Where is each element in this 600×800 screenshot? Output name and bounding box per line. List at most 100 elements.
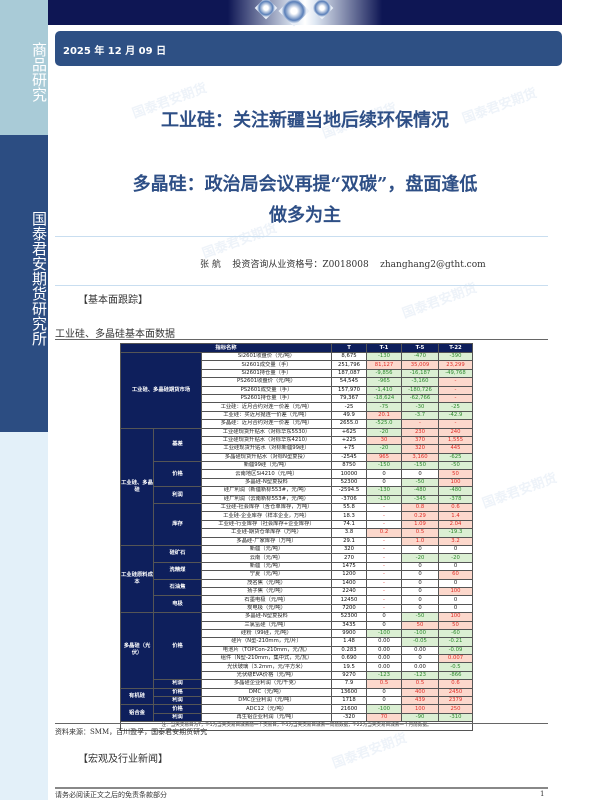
change-t22: -0.21 — [438, 637, 473, 647]
sidebar-bottom-band — [0, 432, 48, 800]
value-t: 1.48 — [331, 637, 367, 647]
change-t5: 0 — [401, 586, 439, 597]
sidebar-category-label: 商品研究 — [30, 42, 48, 102]
change-t1: 965 — [366, 452, 402, 463]
change-t5: 35,009 — [401, 360, 439, 370]
subgroup-label: 价格 — [153, 687, 202, 698]
table-row: 电极 石墨电极（元/吨） 12450-0 0 — [121, 595, 473, 614]
indicator-name: 工业硅-社会库存（含仓单库存，万吨） — [201, 503, 332, 513]
change-t5: -50 — [401, 477, 439, 488]
sidebar-mid-band — [0, 135, 48, 432]
indicator-name: 茂名焦（元/吨） — [201, 578, 332, 588]
change-t22: 50 — [438, 469, 473, 479]
subgroup-label: 价格 — [153, 704, 202, 714]
change-t5: -470 — [401, 351, 439, 362]
change-t5: 100 — [401, 704, 439, 714]
value-t: 1200 — [331, 570, 367, 580]
subgroup-label: 利润 — [153, 712, 202, 723]
value-t: -3706 — [331, 494, 367, 505]
indicator-name: 新疆（元/吨） — [201, 544, 332, 555]
group-label: 工业硅、多晶硅 — [120, 427, 154, 546]
header-t1: T-1 — [366, 343, 402, 353]
table-row: 硅厂利润（云南新标553#，元/吨） -3706 -130 -345 -378 — [121, 494, 473, 505]
value-t: 8750 — [331, 461, 367, 471]
value-t: 2240 — [331, 586, 367, 597]
value-t: 29.1 — [331, 536, 367, 547]
change-t22: 100 — [438, 586, 473, 597]
divider — [55, 236, 548, 237]
watermark: 国泰君安期货 — [480, 470, 559, 512]
change-t1: 30 — [366, 435, 402, 446]
value-t: 52300 — [331, 477, 367, 488]
author-email[interactable]: zhanghang2@gtht.com — [380, 260, 486, 270]
indicator-name: 工业硅-行业库存（社会库存+企业库存） — [201, 519, 332, 530]
change-t1: -9,856 — [366, 368, 402, 379]
change-t5: 3,160 — [401, 452, 439, 463]
change-t5: 0 — [401, 570, 439, 580]
indicator-name: 多晶硅现货升贴水（对标N型复投） — [201, 452, 332, 463]
change-t1: 0.5 — [366, 679, 402, 689]
page-number: 1 — [540, 790, 545, 798]
value-t: 2655.0 — [331, 419, 367, 429]
indicator-name: DMC（元/吨） — [201, 687, 332, 698]
footer-divider — [55, 787, 548, 789]
change-t5: 320 — [401, 444, 439, 454]
indicator-name: 工业硅现货升贴水（对标华东5530） — [201, 427, 332, 437]
change-t1: - — [366, 511, 402, 521]
author-line: 张 航 投资咨询从业资格号：Z0018008 zhanghang2@gtht.c… — [200, 257, 486, 270]
change-t22: - — [438, 385, 473, 395]
subgroup-label: 价格 — [153, 612, 202, 681]
value-t: 1400 — [331, 578, 367, 588]
table-row: 铝合金 价格 ADC12（元/吨） 21600 -100 100 250 — [120, 704, 473, 723]
table-note-row: 注：当天交易日为T，T-1为当天交易日减去前一个交易日，T-5为当天交易日减去一… — [120, 721, 473, 731]
watermark: 国泰君安期货 — [330, 730, 409, 772]
change-t22: -19.3 — [438, 528, 473, 538]
change-t1: - — [366, 519, 402, 530]
change-t1: 0 — [366, 687, 402, 698]
change-t5: 370 — [401, 435, 439, 446]
indicator-name: 多晶硅：近月合约对连一价差（元/吨） — [201, 419, 332, 429]
headline-industrial-silicon: 工业硅：关注新疆当地后续环保情况 — [161, 110, 449, 131]
indicator-name: DMC企业利润（元/吨） — [201, 695, 332, 706]
change-t1: 0.2 — [366, 528, 402, 538]
indicator-name: 多晶硅-N型复投料 — [201, 477, 332, 488]
group-label: 工业硅、多晶硅期货市场 — [120, 352, 202, 429]
change-t5: 0 — [401, 544, 439, 555]
indicator-name: 硅厂利润（新疆新标553#，元/吨） — [201, 486, 332, 496]
change-t22: 0 — [438, 595, 473, 605]
change-t22: -866 — [438, 670, 473, 681]
indicator-name: 工业硅：买近月抛连一价差（元/吨） — [201, 410, 332, 421]
change-t1: - — [366, 561, 402, 572]
group-label: 多晶硅（光伏） — [120, 612, 154, 689]
subgroup-label: 利润 — [153, 486, 202, 505]
change-t5: -62,766 — [401, 393, 439, 404]
indicator-name: 新疆（元/吨） — [201, 561, 332, 572]
change-t1: -130 — [366, 351, 402, 362]
headline-polysilicon-cont: 做多为主 — [269, 205, 341, 226]
table-row: 工业硅：近月合约对连一价差（元/吨） -25 -75 -30 -25 — [121, 402, 473, 412]
table-row: 价格 新疆99硅（元/吨） 8750 -150 -150 -50 — [121, 461, 473, 488]
value-t: 320 — [331, 544, 367, 555]
change-t22: 250 — [438, 704, 473, 714]
table-row: 石油焦 茂名焦（元/吨） 1400-0 0 — [121, 578, 473, 597]
indicator-name: PS2601成交量（手） — [201, 385, 332, 395]
change-t22: 0 — [438, 561, 473, 572]
change-t5: 439 — [401, 695, 439, 706]
change-t5: -30 — [401, 402, 439, 412]
value-t: 7.9 — [331, 679, 367, 689]
change-t5: 400 — [401, 687, 439, 698]
headline-polysilicon: 多晶硅：政治局会议再提“双碳”，盘面逢低 — [132, 174, 478, 195]
change-t22: 3.2 — [438, 536, 473, 547]
table-row: 工业硅现货升贴水（对标华东4210） +225 30 370 1,555 — [121, 435, 473, 446]
indicator-name: 再生铝企业利润（元/吨） — [201, 712, 332, 723]
change-t5: 0.8 — [401, 503, 439, 513]
divider — [55, 339, 548, 340]
value-t: 3435 — [331, 620, 367, 630]
change-t1: -965 — [366, 377, 402, 387]
change-t1: - — [366, 586, 402, 597]
table-row: 库存 工业硅-社会库存（含仓单库存，万吨） 55.8-0.8 0.6 — [121, 503, 473, 546]
change-t22: 1,555 — [438, 435, 473, 446]
change-t1: -20 — [366, 427, 402, 437]
change-t5: -180,726 — [401, 385, 439, 395]
value-t: -25 — [331, 402, 367, 412]
